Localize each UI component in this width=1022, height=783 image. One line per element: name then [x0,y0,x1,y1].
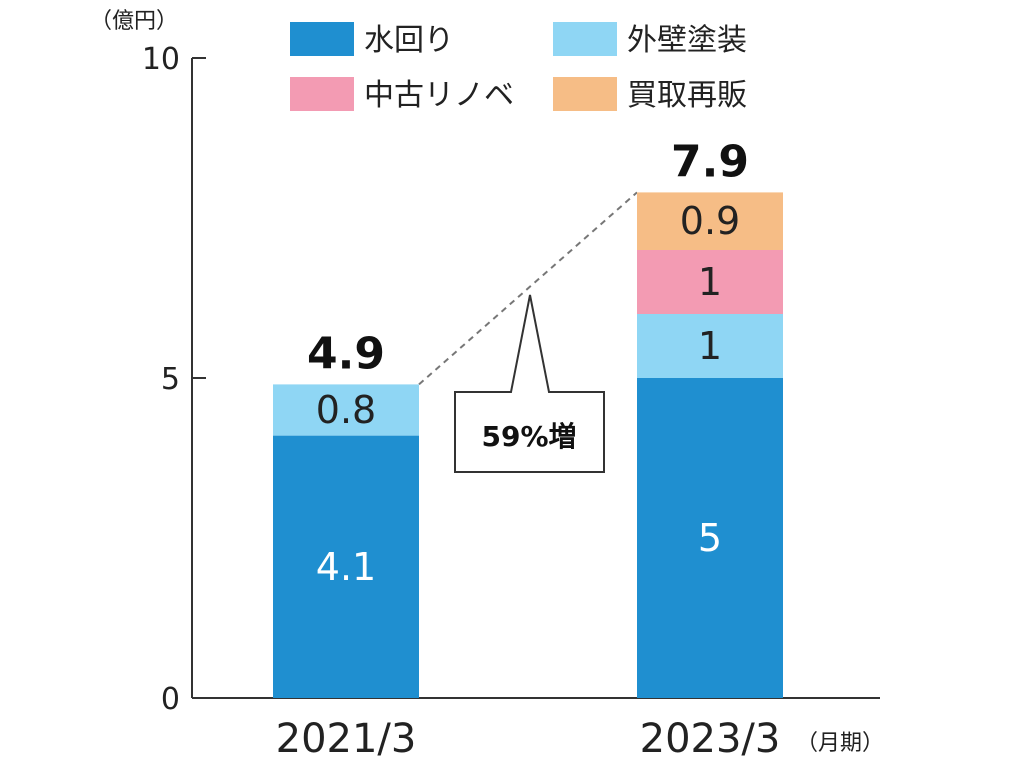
legend-label-2: 外壁塗装 [627,23,747,58]
legend-swatch-1 [290,22,354,56]
callout-box [454,294,605,473]
legend-label-4: 買取再販 [627,78,747,113]
legend-label-3: 中古リノベ [364,78,514,113]
bar-2-4 [637,192,783,250]
data-label-2-3: 1 [698,260,722,304]
legend-label-1: 水回り [364,23,454,58]
legend-swatch-2 [553,22,617,56]
y-tick-label-0: 0 [161,682,180,717]
data-label-2-4: 0.9 [680,199,740,243]
bar-1-1 [273,435,419,698]
y-unit-label: （億円） [90,9,178,34]
data-label-2-1: 5 [698,516,722,560]
growth-connector: 59%増 [418,191,638,473]
growth-dashed-line [418,191,638,386]
data-label-2-2: 1 [698,324,722,368]
data-label-1-2: 0.8 [316,388,376,432]
growth-annotation: 59%増 [481,420,576,453]
bars [273,192,783,698]
y-tick-label-10: 10 [142,42,180,77]
total-label-1: 4.9 [307,328,385,379]
bar-1-2 [273,384,419,436]
y-tick-label-5: 5 [161,362,180,397]
labels: 4.1 0.8 4.9 5 1 1 0.9 7.9 [307,136,749,588]
y-axis: 0 5 10 （億円） 2021/3 2023/3 （月期） [90,9,884,762]
bar-2-1 [637,378,783,698]
total-label-2: 7.9 [671,136,749,187]
bar-2-3 [637,250,783,314]
legend-swatch-4 [553,77,617,111]
x-tick-label-2: 2023/3 [640,716,781,762]
legend-swatch-3 [290,77,354,111]
x-tick-label-1: 2021/3 [276,716,417,762]
data-label-1-1: 4.1 [316,545,376,589]
x-unit-label: （月期） [796,731,884,756]
bar-2-2 [637,314,783,378]
